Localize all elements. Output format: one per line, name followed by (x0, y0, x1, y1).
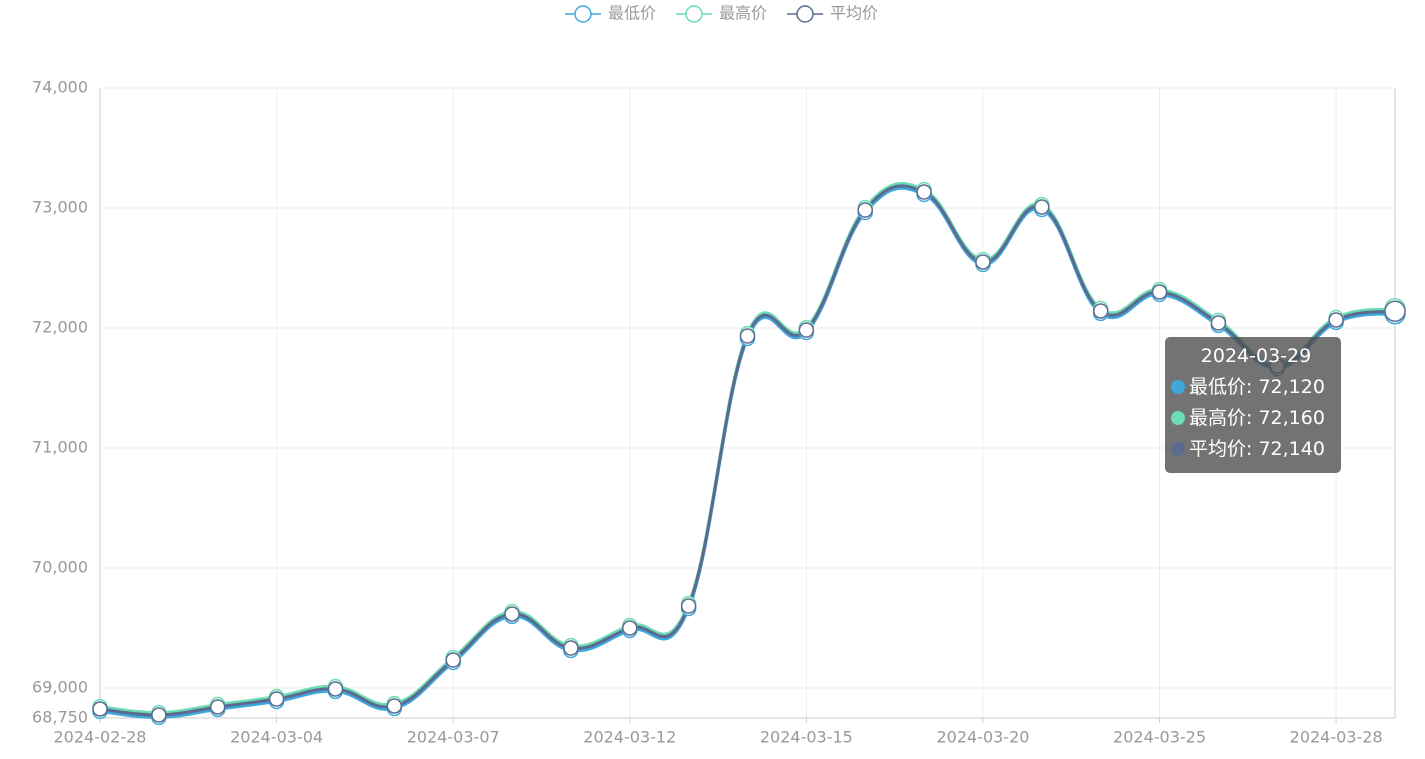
separator: : (1246, 438, 1259, 460)
tooltip-value: 72,120 (1258, 376, 1325, 398)
y-tick-label: 72,000 (32, 318, 88, 337)
legend: 最低价 最高价 平均价 (565, 4, 878, 23)
data-point (622, 620, 638, 636)
data-point (504, 606, 520, 622)
legend-label: 平均价 (830, 4, 878, 23)
data-point (857, 202, 873, 218)
x-tick-label: 2024-03-12 (583, 728, 676, 747)
tooltip-value: 72,140 (1258, 438, 1325, 460)
tooltip-marker (1171, 411, 1185, 425)
data-point (739, 328, 756, 344)
tooltip-title: 2024-03-29 (1200, 345, 1312, 367)
x-tick-label: 2024-02-28 (54, 728, 147, 747)
data-point (1034, 199, 1050, 215)
x-tick-label: 2024-03-04 (230, 728, 323, 747)
data-point (1092, 303, 1109, 319)
tooltip-value: 72,160 (1258, 407, 1325, 429)
legend-symbol (685, 5, 703, 23)
separator: : (1246, 376, 1259, 398)
y-tick-label: 71,000 (32, 438, 88, 457)
x-tick-label: 2024-03-20 (936, 728, 1029, 747)
data-point (916, 184, 932, 200)
data-point (151, 707, 167, 723)
data-point (680, 598, 697, 614)
data-point (798, 322, 815, 338)
x-tick-label: 2024-03-25 (1113, 728, 1206, 747)
data-point (268, 691, 285, 707)
y-tick-label: 69,000 (32, 678, 88, 697)
tooltip-row: 最低价: 72,120 (1171, 372, 1341, 403)
y-tick-label: 68,750 (32, 708, 88, 727)
y-tick-label: 74,000 (32, 78, 88, 97)
tooltip-series-name: 最高价 (1189, 407, 1247, 429)
tooltip-marker (1171, 442, 1185, 456)
data-point (327, 681, 344, 697)
separator: : (1246, 407, 1259, 429)
y-tick-label: 73,000 (32, 198, 88, 217)
data-point (386, 698, 403, 714)
data-point (1384, 300, 1406, 322)
data-point (92, 701, 108, 717)
x-tick-label: 2024-03-07 (407, 728, 500, 747)
legend-symbol (796, 5, 814, 23)
tooltip: 2024-03-29 最低价: 72,120 最高价: 72,160 平均价: 72… (1165, 337, 1341, 473)
x-tick-label: 2024-03-28 (1290, 728, 1383, 747)
legend-label: 最低价 (608, 4, 656, 23)
tooltip-rows: 最低价: 72,120 最高价: 72,160 平均价: 72,140 (1171, 372, 1341, 465)
data-point (445, 652, 461, 668)
legend-label: 最高价 (719, 4, 767, 23)
y-tick-label: 70,000 (32, 558, 88, 577)
tooltip-row: 最高价: 72,160 (1171, 403, 1341, 434)
data-point (1210, 315, 1227, 331)
data-point (209, 699, 226, 715)
data-point (1151, 284, 1168, 300)
data-point (1328, 312, 1344, 328)
legend-symbol (574, 5, 592, 23)
tooltip-row: 平均价: 72,140 (1171, 434, 1341, 465)
tooltip-series-name: 最低价 (1189, 376, 1247, 398)
tooltip-marker (1171, 380, 1185, 394)
data-point (975, 254, 991, 270)
data-point (563, 640, 579, 656)
tooltip-series-name: 平均价 (1189, 438, 1247, 460)
x-tick-label: 2024-03-15 (760, 728, 853, 747)
